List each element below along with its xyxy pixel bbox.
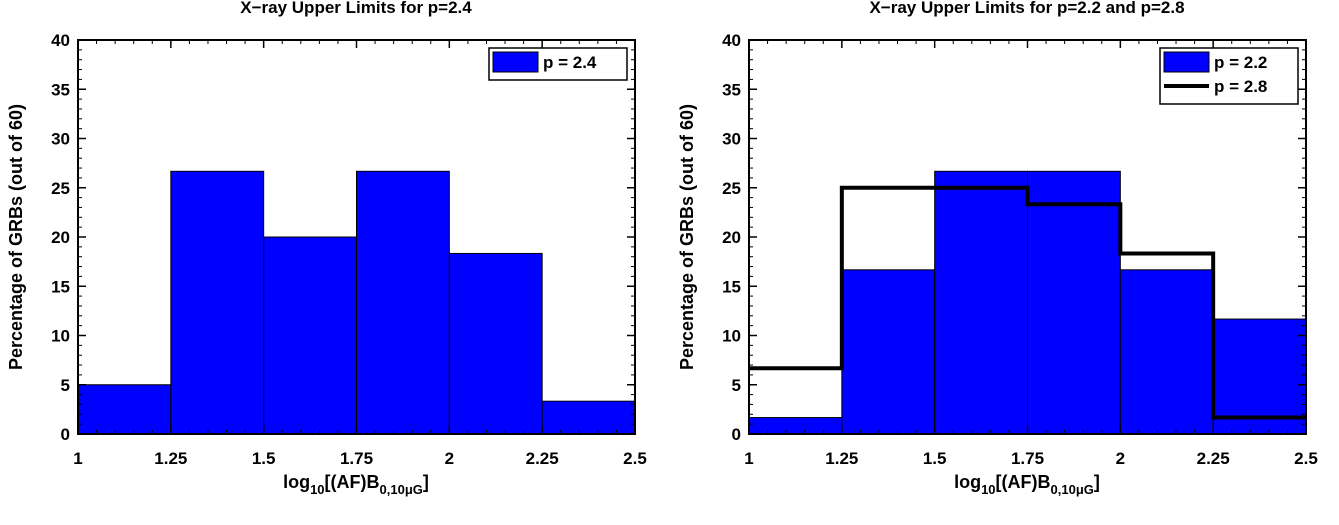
y-tick-label: 40 xyxy=(51,31,70,50)
x-axis-label-log-sub: 10 xyxy=(310,482,324,497)
x-axis-label-log-sub: 10 xyxy=(981,482,995,497)
x-tick-label: 1 xyxy=(744,449,753,468)
y-axis-label: Percentage of GRBs (out of 60) xyxy=(677,104,697,370)
chart-panel-right: X−ray Upper Limits for p=2.2 and p=2.8 1… xyxy=(677,0,1318,497)
y-tick-label: 40 xyxy=(722,31,741,50)
histogram-bar xyxy=(1119,269,1214,435)
x-tick-label: 1.75 xyxy=(1011,449,1044,468)
x-tick-label: 2.25 xyxy=(526,449,559,468)
x-tick-label: 1 xyxy=(73,449,82,468)
plot-frame xyxy=(77,39,636,435)
x-tick-label: 1.5 xyxy=(923,449,947,468)
x-axis-label: log10[(AF)B0,10μG] xyxy=(954,472,1100,497)
y-tick-label: 0 xyxy=(732,425,741,444)
plot-frame xyxy=(748,39,1307,435)
chart-title: X−ray Upper Limits for p=2.2 and p=2.8 xyxy=(869,0,1184,17)
chart-title: X−ray Upper Limits for p=2.4 xyxy=(240,0,472,17)
legend-label: p = 2.8 xyxy=(1214,77,1267,96)
x-tick-label: 2.5 xyxy=(623,449,647,468)
x-tick-label: 1.5 xyxy=(252,449,276,468)
x-tick-label: 1.25 xyxy=(825,449,858,468)
y-tick-label: 20 xyxy=(722,228,741,247)
y-tick-label: 10 xyxy=(51,327,70,346)
histogram-bar xyxy=(841,269,936,435)
x-tick-labels: 1 1.25 1.5 1.75 2 2.25 2.5 xyxy=(744,449,1318,468)
y-tick-labels: 0 5 10 15 20 25 30 35 40 xyxy=(51,31,70,444)
y-tick-label: 35 xyxy=(51,80,70,99)
histogram-bar xyxy=(541,400,636,435)
y-tick-label: 20 xyxy=(51,228,70,247)
histogram-bar xyxy=(448,252,543,435)
y-tick-labels: 0 5 10 15 20 25 30 35 40 xyxy=(722,31,741,444)
y-tick-label: 15 xyxy=(722,277,741,296)
y-tick-label: 25 xyxy=(51,179,70,198)
x-axis-label-sub: 0,10μG xyxy=(380,482,423,497)
histogram-bar xyxy=(356,170,450,435)
legend-label: p = 2.4 xyxy=(543,53,597,72)
y-tick-label: 15 xyxy=(51,277,70,296)
legend: p = 2.4 xyxy=(488,47,628,81)
x-tick-label: 1.25 xyxy=(154,449,187,468)
x-tick-label: 2.25 xyxy=(1197,449,1230,468)
histogram-bar xyxy=(748,417,843,435)
y-tick-label: 10 xyxy=(722,327,741,346)
x-axis-label-mid: [(AF)B xyxy=(996,472,1051,492)
y-axis-label: Percentage of GRBs (out of 60) xyxy=(6,104,26,370)
x-tick-label: 2.5 xyxy=(1294,449,1318,468)
x-axis-label: log10[(AF)B0,10μG] xyxy=(283,472,429,497)
y-tick-label: 35 xyxy=(722,80,741,99)
x-tick-label: 2 xyxy=(1116,449,1125,468)
y-tick-label: 0 xyxy=(61,425,70,444)
x-axis-label-end: ] xyxy=(423,472,429,492)
histogram-bar xyxy=(934,170,1029,435)
y-tick-label: 5 xyxy=(732,376,741,395)
histogram-bar xyxy=(77,384,172,435)
legend-swatch xyxy=(492,51,539,73)
histogram-bar xyxy=(1027,170,1121,435)
y-tick-label: 5 xyxy=(61,376,70,395)
y-tick-label: 30 xyxy=(722,130,741,149)
legend: p = 2.2 p = 2.8 xyxy=(1159,47,1299,105)
histogram-bar xyxy=(170,170,265,435)
x-tick-label: 1.75 xyxy=(340,449,373,468)
chart-panel-left: X−ray Upper Limits for p=2.4 1 1.25 1.5 1.7… xyxy=(6,0,647,497)
x-axis-label-log: log xyxy=(954,472,981,492)
x-axis-label-sub: 0,10μG xyxy=(1051,482,1094,497)
y-tick-label: 25 xyxy=(722,179,741,198)
x-tick-label: 2 xyxy=(445,449,454,468)
bar-marks xyxy=(77,170,636,435)
x-axis-label-mid: [(AF)B xyxy=(325,472,380,492)
step-line xyxy=(749,185,1306,420)
y-tick-label: 30 xyxy=(51,130,70,149)
legend-swatch xyxy=(1163,51,1210,73)
bar-marks xyxy=(748,170,1307,435)
histogram-bar xyxy=(263,236,358,435)
legend-label: p = 2.2 xyxy=(1214,53,1267,72)
x-axis-label-end: ] xyxy=(1094,472,1100,492)
x-axis-label-log: log xyxy=(283,472,310,492)
x-tick-labels: 1 1.25 1.5 1.75 2 2.25 2.5 xyxy=(73,449,647,468)
